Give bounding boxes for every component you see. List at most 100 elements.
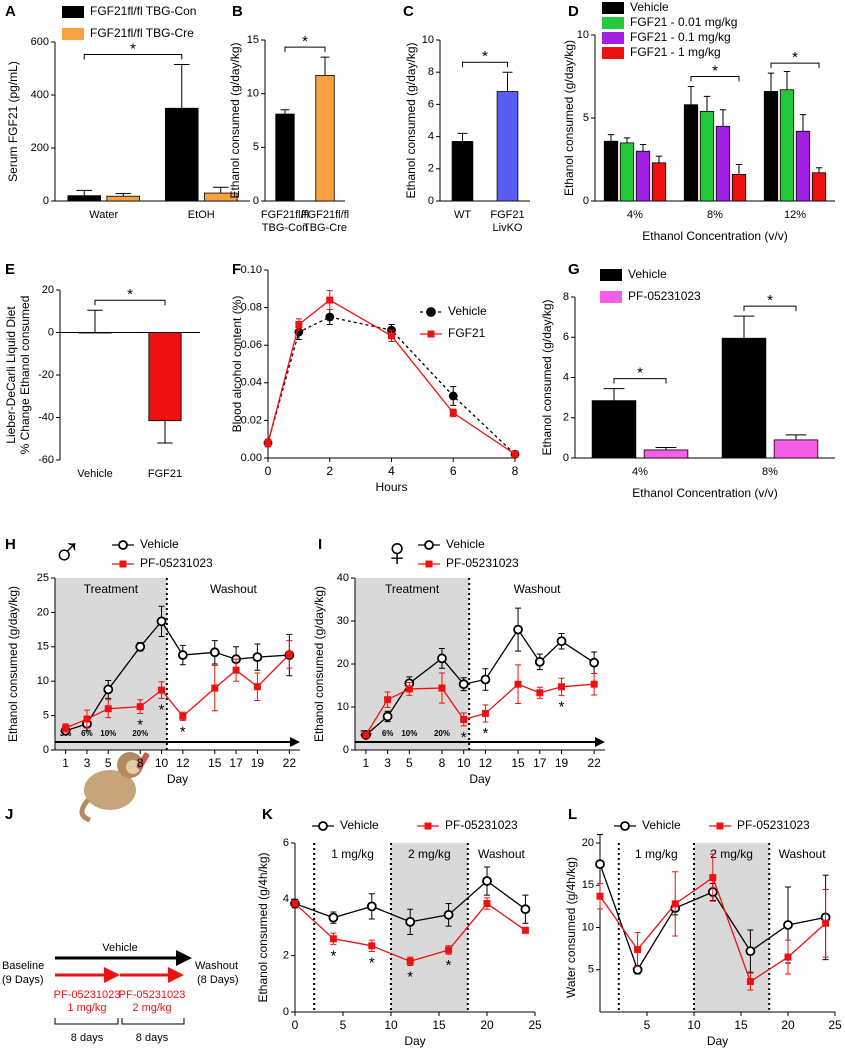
y-axis-label: Ethanol consumed (g/day/kg) — [228, 42, 242, 198]
marker — [264, 439, 272, 447]
x-tick-label: 1 — [363, 756, 370, 770]
legend-marker — [426, 307, 436, 317]
y-tick-label: 5 — [583, 112, 589, 124]
marker — [104, 705, 112, 713]
marker — [521, 926, 529, 934]
arrow-head — [595, 737, 605, 747]
y-tick-label: 0 — [343, 744, 349, 756]
significance-label: * — [407, 968, 413, 985]
legend-swatch — [600, 269, 622, 281]
series-line — [65, 653, 290, 729]
marker — [209, 647, 220, 658]
series-line — [65, 620, 290, 732]
error-bar — [87, 309, 103, 333]
period-brackets — [54, 1018, 185, 1025]
legend-label: FGF21fl/fl TBG-Cre — [90, 26, 194, 40]
x-tick-label: Water — [89, 209, 118, 221]
arrow-head — [104, 967, 120, 983]
legend-marker — [119, 560, 127, 568]
legend-label: PF-05231023 — [446, 556, 519, 570]
y-tick-label: 4 — [563, 371, 569, 383]
significance-bracket — [284, 46, 326, 53]
x-tick-label: 10 — [155, 756, 169, 770]
error-bar — [639, 144, 647, 152]
marker — [103, 684, 114, 695]
significance-bracket — [770, 62, 820, 69]
legend-label: FGF21 — [448, 326, 486, 340]
x-axis-label: Hours — [375, 480, 407, 494]
bottle — [136, 752, 150, 770]
error-bar — [212, 186, 229, 194]
x-tick-label: FGF21 — [148, 468, 182, 480]
significance-label: * — [127, 286, 133, 303]
panel-letter: C — [403, 3, 414, 20]
legend-label: Vehicle — [630, 0, 669, 14]
y-tick-label: 30 — [337, 615, 349, 627]
marker — [746, 978, 754, 986]
legend-swatch — [602, 2, 624, 14]
y-axis-label: Ethanol consumed (g/day/kg) — [540, 299, 554, 455]
marker — [483, 900, 491, 908]
y-tick-label: 6 — [563, 331, 569, 343]
x-tick-label: 4 — [388, 464, 395, 478]
stage-label: 20% — [434, 729, 450, 738]
stage-label: 20% — [132, 729, 148, 738]
x-tick-label: 22 — [283, 756, 297, 770]
significance-label: * — [302, 33, 308, 50]
y-tick-label: 0.04 — [241, 377, 262, 389]
error-bar — [76, 189, 93, 196]
y-tick-label: 2 — [428, 163, 434, 175]
x-tick-label: Vehicle — [77, 468, 112, 480]
y-axis-label: Ethanol consumed (g/day/kg) — [6, 586, 20, 742]
panel-letter: A — [5, 3, 16, 20]
marker — [671, 900, 679, 908]
marker — [368, 942, 376, 950]
y-tick-label: 0.06 — [241, 339, 262, 351]
legend-marker — [318, 821, 328, 831]
error-bar — [719, 109, 727, 127]
panel-letter: H — [5, 536, 16, 553]
x-tick-label: 15 — [208, 756, 222, 770]
error-bar — [280, 109, 290, 115]
marker — [252, 652, 263, 663]
region-label: Treatment — [385, 582, 440, 596]
legend-label: Vehicle — [340, 818, 379, 832]
period2-label: 8 days — [136, 1032, 169, 1044]
x-tick-label: 19 — [251, 756, 265, 770]
panel-letter: K — [262, 806, 273, 823]
significance-bracket — [462, 61, 508, 68]
legend-label: FGF21 - 0.01 mg/kg — [630, 15, 737, 29]
x-axis-label: Day — [707, 1034, 728, 1048]
error-bar — [607, 134, 615, 142]
error-bar — [115, 193, 132, 197]
legend-label: Vehicle — [642, 818, 681, 832]
significance-bracket — [690, 75, 740, 82]
y-tick-label: 15 — [582, 879, 594, 891]
vehicle-label: Vehicle — [102, 942, 137, 954]
x-tick-label: 8% — [762, 466, 778, 478]
marker — [437, 653, 447, 664]
region-label: 1 mg/kg — [331, 847, 374, 861]
legend-marker — [424, 540, 434, 550]
marker — [285, 650, 293, 658]
significance-label: * — [483, 725, 489, 742]
marker — [449, 409, 457, 417]
legend-marker — [716, 822, 724, 830]
x-tick-label: 8 — [439, 756, 446, 770]
marker — [514, 680, 522, 688]
marker — [632, 964, 643, 975]
legend-label: Vehicle — [140, 537, 179, 551]
marker — [520, 904, 531, 915]
legend-swatch — [602, 47, 624, 59]
x-tick-label: 12 — [176, 756, 190, 770]
y-tick-label: 2 — [563, 412, 569, 424]
y-tick-label: 0.02 — [241, 414, 262, 426]
y-axis-label: Ethanol consumed (g/day/kg) — [562, 40, 576, 196]
significance-label: * — [330, 947, 336, 964]
bar — [699, 110, 715, 202]
error-bar — [623, 137, 631, 143]
marker — [595, 859, 605, 870]
error-bar — [173, 64, 190, 109]
x-tick-label: 3 — [84, 756, 91, 770]
